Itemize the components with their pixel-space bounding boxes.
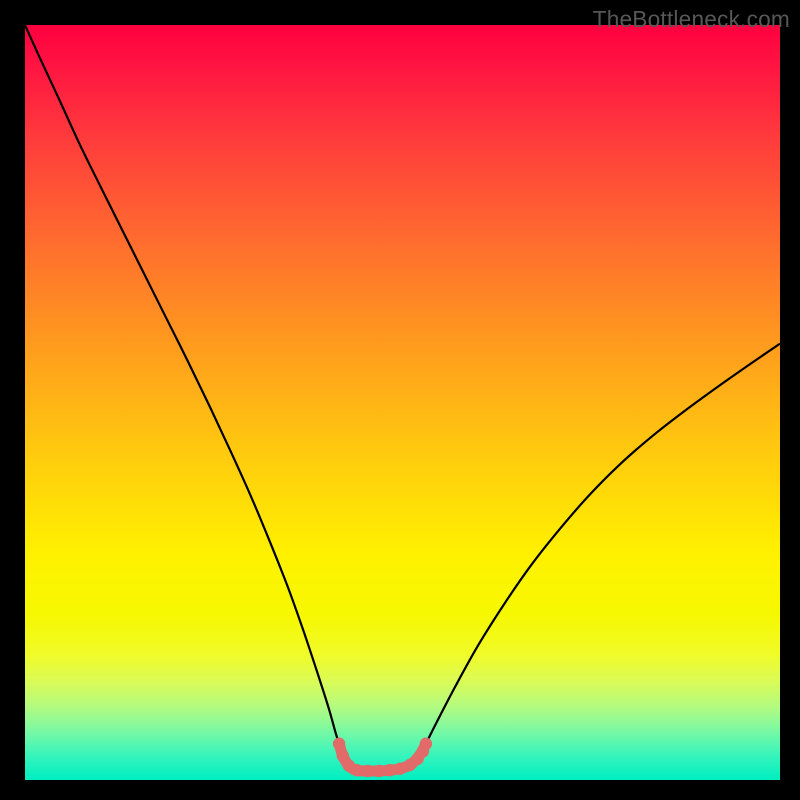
plot-svg: [0, 0, 800, 800]
floor-knot: [362, 765, 374, 777]
floor-knot: [420, 738, 432, 750]
watermark-text: TheBottleneck.com: [593, 6, 790, 33]
floor-knot: [383, 764, 395, 776]
gradient-bg: [25, 25, 780, 780]
bottleneck-chart: { "meta": { "width_px": 800, "height_px"…: [0, 0, 800, 800]
floor-knot: [351, 764, 363, 776]
floor-knot: [333, 738, 345, 750]
floor-knot: [373, 765, 385, 777]
plot-area: [25, 25, 780, 780]
